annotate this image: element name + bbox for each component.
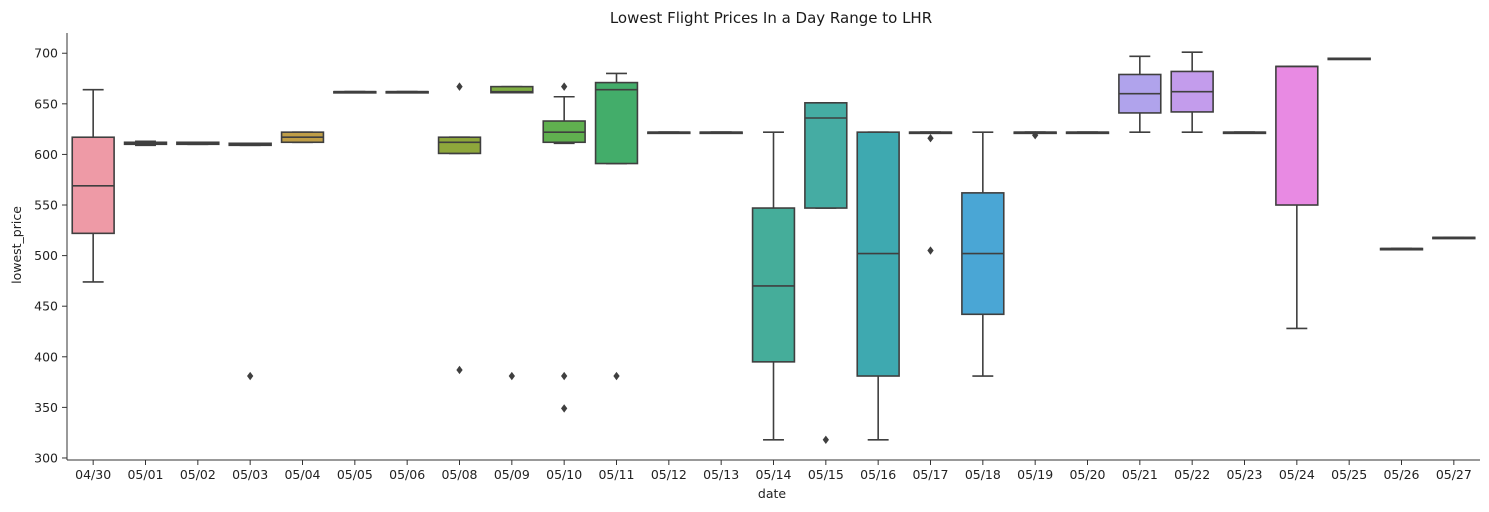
- box: [751, 207, 796, 363]
- x-tick-label: 05/25: [1331, 467, 1367, 482]
- x-tick-label: 05/10: [546, 467, 582, 482]
- x-tick-label: 05/02: [180, 467, 216, 482]
- x-tick-label: 05/19: [1017, 467, 1053, 482]
- box-group-05-14: [751, 131, 796, 441]
- x-tick-label: 05/06: [389, 467, 425, 482]
- box-group-05-22: [1170, 51, 1214, 133]
- x-tick-label: 05/16: [860, 467, 896, 482]
- y-tick-label: 350: [34, 400, 58, 415]
- x-tick-label: 05/22: [1174, 467, 1210, 482]
- x-tick-label: 05/17: [912, 467, 948, 482]
- outlier-point: [927, 134, 934, 143]
- plot-area: [71, 51, 1476, 444]
- outlier-point: [247, 371, 254, 381]
- x-tick-label: 04/30: [75, 467, 111, 482]
- y-tick-label: 700: [34, 46, 58, 61]
- box-group-05-24: [1275, 65, 1319, 330]
- x-tick-label: 05/15: [808, 467, 844, 482]
- box-group-05-25: [1327, 57, 1371, 61]
- y-tick-label: 550: [34, 198, 58, 213]
- box-group-05-12: [647, 131, 691, 135]
- x-tick-label: 05/05: [337, 467, 373, 482]
- x-tick-label: 05/12: [651, 467, 687, 482]
- box-group-05-15: [804, 102, 848, 444]
- box: [804, 102, 848, 209]
- box-group-05-04: [280, 131, 325, 144]
- x-axis-label: date: [758, 486, 786, 501]
- x-tick-label: 05/14: [755, 467, 791, 482]
- outlier-point: [927, 246, 934, 255]
- y-tick-label: 500: [34, 248, 58, 263]
- box-group-05-01: [123, 140, 168, 147]
- x-tick-label: 05/27: [1436, 467, 1472, 482]
- box-group-05-23: [1222, 131, 1267, 135]
- x-tick-label: 05/26: [1383, 467, 1419, 482]
- box-group-05-03: [228, 142, 272, 381]
- outlier-point: [456, 365, 463, 375]
- box-group-05-05: [333, 90, 377, 94]
- y-axis-label: lowest_price: [9, 206, 24, 284]
- box-group-04-30: [71, 88, 115, 283]
- box-group-05-17: [908, 131, 953, 255]
- box: [1275, 65, 1319, 206]
- box-group-05-21: [1118, 55, 1162, 133]
- x-tick-label: 05/20: [1069, 467, 1105, 482]
- box-group-05-16: [856, 131, 900, 441]
- box-group-05-20: [1065, 131, 1110, 135]
- box-group-05-19: [1013, 130, 1057, 140]
- x-tick-label: 05/21: [1122, 467, 1158, 482]
- outlier-point: [456, 82, 463, 91]
- y-tick-label: 650: [34, 96, 58, 111]
- box: [594, 81, 639, 165]
- y-tick-label: 400: [34, 349, 58, 364]
- x-tick-label: 05/13: [703, 467, 739, 482]
- y-tick-label: 600: [34, 147, 58, 162]
- x-tick-label: 05/08: [441, 467, 477, 482]
- outlier-point: [613, 371, 620, 381]
- outlier-point: [822, 435, 829, 444]
- x-tick-label: 05/23: [1226, 467, 1262, 482]
- box-group-05-13: [699, 131, 743, 135]
- box-group-05-02: [176, 141, 220, 146]
- box-group-05-18: [961, 131, 1005, 377]
- y-tick-label: 450: [34, 299, 58, 314]
- chart-title: Lowest Flight Prices In a Day Range to L…: [610, 9, 932, 27]
- box-group-05-11: [594, 72, 639, 381]
- x-tick-label: 05/01: [127, 467, 163, 482]
- box-group-05-27: [1432, 236, 1476, 240]
- y-tick-label: 300: [34, 450, 58, 465]
- x-tick-label: 05/11: [598, 467, 634, 482]
- x-tick-label: 05/03: [232, 467, 268, 482]
- outlier-point: [561, 404, 568, 413]
- outlier-point: [1032, 130, 1039, 140]
- box-group-05-26: [1379, 247, 1424, 251]
- box: [437, 136, 482, 155]
- axes: 300 350 400 450 500 550 600 650 700 04/30 05/01 05/…: [34, 33, 1480, 482]
- box-group-05-08: [437, 82, 482, 375]
- box-group-05-10: [542, 82, 586, 413]
- outlier-point: [561, 371, 568, 381]
- box: [490, 85, 534, 94]
- box-group-05-06: [385, 90, 429, 94]
- x-tick-label: 05/09: [494, 467, 530, 482]
- x-tick-label: 05/24: [1279, 467, 1315, 482]
- outlier-point: [508, 371, 515, 381]
- x-tick-label: 05/18: [965, 467, 1001, 482]
- x-tick-label: 05/04: [284, 467, 320, 482]
- box-group-05-09: [490, 85, 534, 381]
- outlier-point: [561, 82, 568, 91]
